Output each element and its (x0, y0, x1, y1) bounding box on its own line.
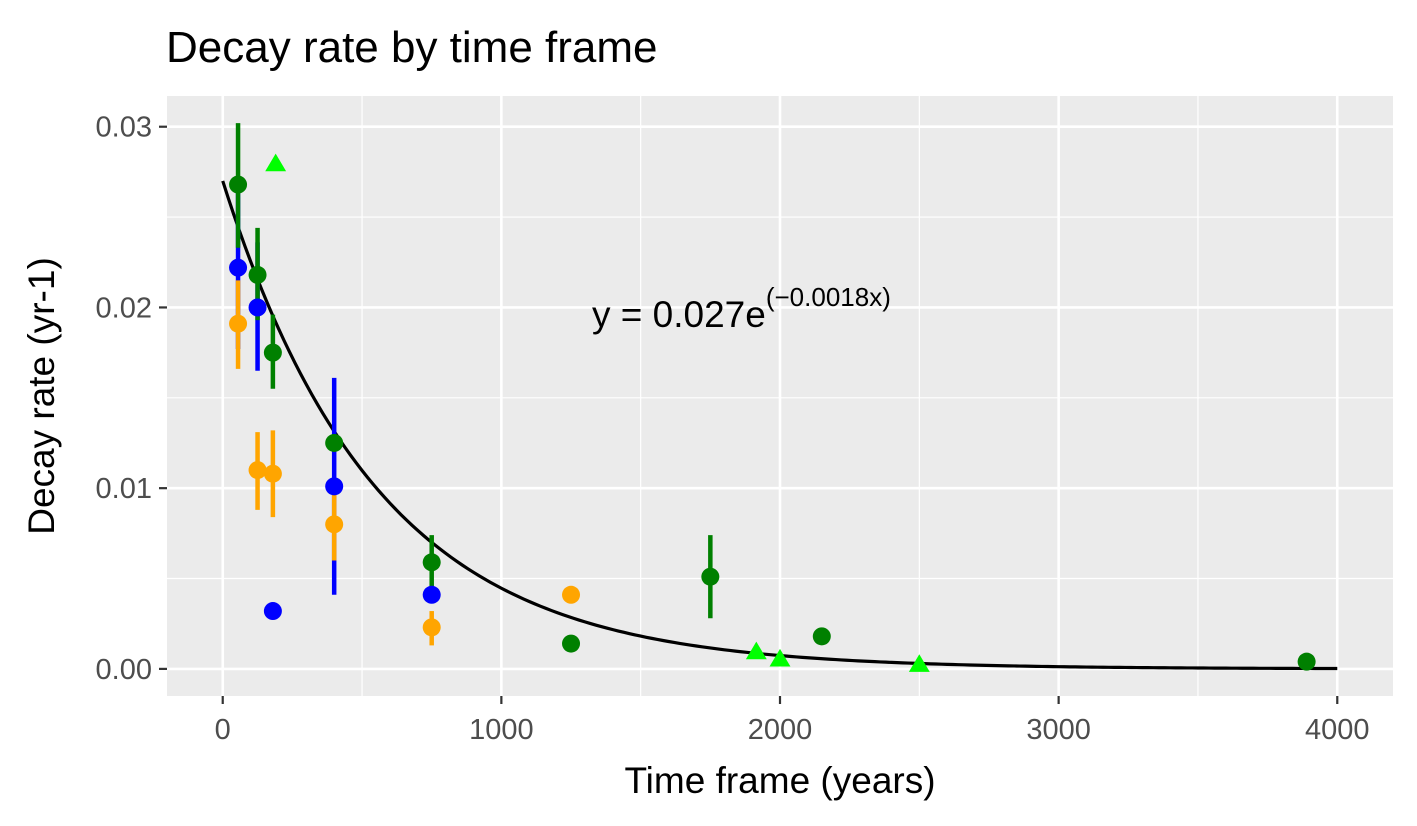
data-point (812, 627, 831, 646)
data-points (229, 153, 1316, 672)
data-point (325, 515, 344, 534)
data-point (263, 464, 282, 483)
data-point-triangle (908, 654, 930, 672)
data-point (229, 314, 248, 333)
data-point-triangle (265, 153, 287, 172)
y-tick-label: 0.01 (96, 473, 152, 505)
data-point (422, 553, 441, 572)
y-tick-label: 0.03 (96, 112, 152, 144)
fit-equation-exponent: (−0.0018x) (766, 282, 891, 312)
data-point (422, 585, 441, 604)
fit-equation-main: y = 0.027e (592, 294, 766, 335)
data-point-triangle (745, 641, 767, 660)
fit-equation: y = 0.027e(−0.0018x) (592, 282, 891, 335)
data-point (562, 634, 581, 653)
axis-tick-labels: 0 1000 2000 3000 4000 0.00 0.01 0.02 0.03 (96, 112, 1370, 746)
x-tick-label: 3000 (1026, 714, 1091, 746)
x-tick-label: 0 (215, 714, 231, 746)
data-point (325, 477, 344, 496)
x-tick-label: 4000 (1305, 714, 1370, 746)
data-point (562, 585, 581, 604)
data-point (248, 461, 267, 480)
data-point (248, 298, 267, 317)
data-point (701, 567, 720, 586)
data-point (263, 343, 282, 362)
axis-ticks (159, 125, 1339, 704)
y-axis-title: Decay rate (yr-1) (21, 257, 62, 535)
data-point (1297, 652, 1316, 671)
y-tick-label: 0.00 (96, 654, 152, 686)
major-gridlines (167, 96, 1393, 696)
data-point (422, 618, 441, 637)
chart-title: Decay rate by time frame (166, 23, 658, 72)
y-tick-label: 0.02 (96, 292, 152, 324)
x-axis-title: Time frame (years) (624, 760, 935, 801)
x-tick-label: 1000 (469, 714, 534, 746)
data-point (229, 175, 248, 194)
data-point (229, 258, 248, 277)
x-tick-label: 2000 (748, 714, 813, 746)
data-point (248, 265, 267, 284)
data-point-triangle (769, 648, 791, 667)
data-point (325, 433, 344, 452)
data-point (263, 602, 282, 621)
